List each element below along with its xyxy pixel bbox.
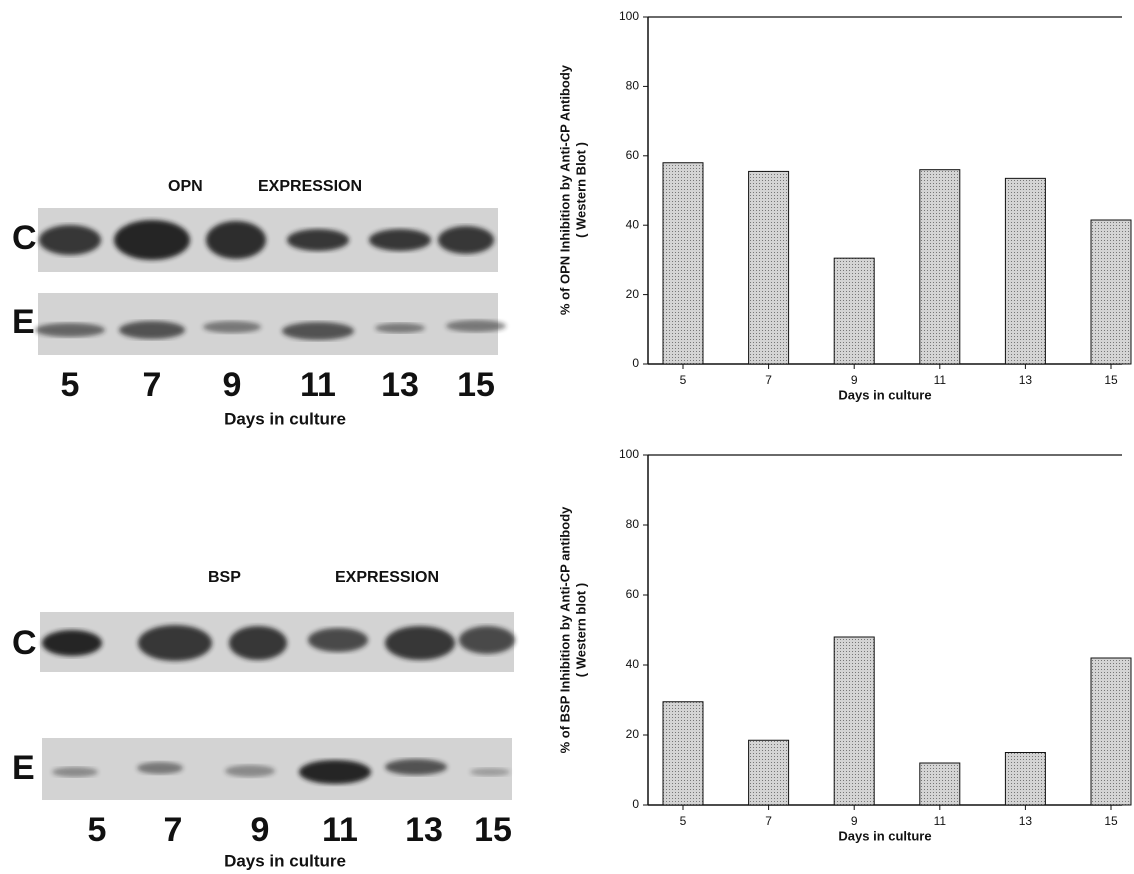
blot-band (114, 220, 190, 260)
blot-band (282, 322, 354, 340)
x-tick-label: 5 (680, 373, 687, 387)
x-tick-label: 11 (934, 814, 947, 828)
blot-strip (38, 293, 498, 355)
blot-lane-label: 15 (474, 811, 512, 849)
blot-title: EXPRESSION (335, 569, 439, 586)
blot-title: BSP (208, 569, 241, 586)
blot-lane-label: 7 (164, 811, 183, 849)
blot-band (35, 323, 105, 337)
blot-lane-label: 7 (143, 366, 162, 404)
y-tick-label: 60 (626, 148, 640, 162)
bar (662, 701, 704, 806)
blot-lane-label: 5 (61, 366, 80, 404)
blot-band (308, 628, 368, 652)
blot-lane-label: 15 (457, 366, 495, 404)
blot-lane-label: 9 (251, 811, 270, 849)
blot-band (206, 221, 266, 259)
x-tick-label: 15 (1104, 373, 1118, 387)
blot-band (459, 626, 515, 654)
y-axis-label: % of BSP Inhibition by Anti-CP antibody (557, 506, 572, 754)
y-tick-label: 20 (626, 727, 640, 741)
x-tick-label: 9 (851, 373, 858, 387)
bar (1004, 752, 1046, 806)
blot-band (138, 625, 212, 661)
blot-row-label: C (12, 624, 37, 662)
y-axis-label: % of OPN Inhibition by Anti-CP Antibody (557, 64, 572, 315)
bar (919, 169, 961, 365)
y-tick-label: 40 (626, 217, 640, 231)
bar (919, 762, 961, 806)
bar (1090, 657, 1132, 806)
blot-band (385, 759, 447, 775)
blot-band (375, 323, 425, 333)
blot-band (446, 320, 506, 332)
y-tick-label: 0 (632, 356, 639, 370)
y-tick-label: 0 (632, 797, 639, 811)
blot-xlabel: Days in culture (224, 409, 346, 428)
x-tick-label: 7 (765, 373, 772, 387)
blot-lane-label: 11 (322, 811, 358, 849)
x-tick-label: 11 (934, 373, 947, 387)
y-axis-label: ( Western blot ) (573, 583, 588, 677)
blot-title: EXPRESSION (258, 178, 362, 195)
blot-band (438, 226, 494, 254)
x-tick-label: 5 (680, 814, 687, 828)
y-tick-label: 100 (619, 9, 639, 23)
y-tick-label: 80 (626, 79, 640, 93)
bar (833, 636, 875, 806)
blot-band (42, 630, 102, 656)
x-tick-label: 15 (1104, 814, 1118, 828)
blot-lane-label: 5 (88, 811, 107, 849)
blot-lane-label: 9 (223, 366, 242, 404)
blot-title: OPN (168, 178, 203, 195)
blot-lane-label: 13 (405, 811, 443, 849)
x-tick-label: 7 (765, 814, 772, 828)
blot-band (229, 626, 287, 660)
blot-band (52, 767, 98, 777)
blot-band (287, 229, 349, 251)
y-axis-label: ( Western Blot ) (573, 142, 588, 238)
bar (748, 170, 790, 365)
bar (1004, 177, 1046, 365)
x-axis-label: Days in culture (838, 828, 931, 843)
blot-row-label: E (12, 303, 35, 341)
bar (833, 257, 875, 365)
blot-lane-label: 11 (300, 366, 336, 404)
blot-row-label: E (12, 749, 35, 787)
blot-band (137, 762, 183, 774)
blot-band (225, 765, 275, 777)
bar (662, 162, 704, 365)
x-tick-label: 13 (1019, 373, 1033, 387)
bar (748, 739, 790, 806)
blot-row-label: C (12, 219, 37, 257)
blot-band (299, 760, 371, 784)
x-axis-label: Days in culture (838, 387, 931, 402)
y-tick-label: 80 (626, 517, 640, 531)
blot-band (119, 321, 185, 339)
y-tick-label: 20 (626, 287, 640, 301)
blot-band (369, 229, 431, 251)
blot-band (203, 321, 261, 333)
x-tick-label: 9 (851, 814, 858, 828)
blot-band (385, 626, 455, 660)
y-tick-label: 40 (626, 657, 640, 671)
bar (1090, 219, 1132, 365)
blot-xlabel: Days in culture (224, 851, 346, 870)
blot-band (470, 768, 510, 776)
blot-band (39, 225, 101, 255)
blot-lane-label: 13 (381, 366, 419, 404)
x-tick-label: 13 (1019, 814, 1033, 828)
y-tick-label: 100 (619, 447, 639, 461)
y-tick-label: 60 (626, 587, 640, 601)
